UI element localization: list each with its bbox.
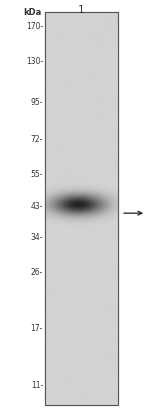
Text: 26-: 26-	[31, 269, 43, 277]
Text: 11-: 11-	[31, 381, 43, 390]
Bar	[45, 12, 118, 405]
Text: 1: 1	[78, 5, 85, 15]
Text: 72-: 72-	[31, 135, 43, 144]
Text: 55-: 55-	[30, 170, 43, 179]
Text: 170-: 170-	[26, 22, 43, 31]
Text: 95-: 95-	[30, 98, 43, 108]
Text: 43-: 43-	[30, 202, 43, 211]
Text: 34-: 34-	[30, 233, 43, 242]
Text: 130-: 130-	[26, 57, 43, 66]
Text: 17-: 17-	[31, 324, 43, 333]
Text: kDa: kDa	[24, 8, 42, 17]
Bar	[45, 12, 118, 405]
